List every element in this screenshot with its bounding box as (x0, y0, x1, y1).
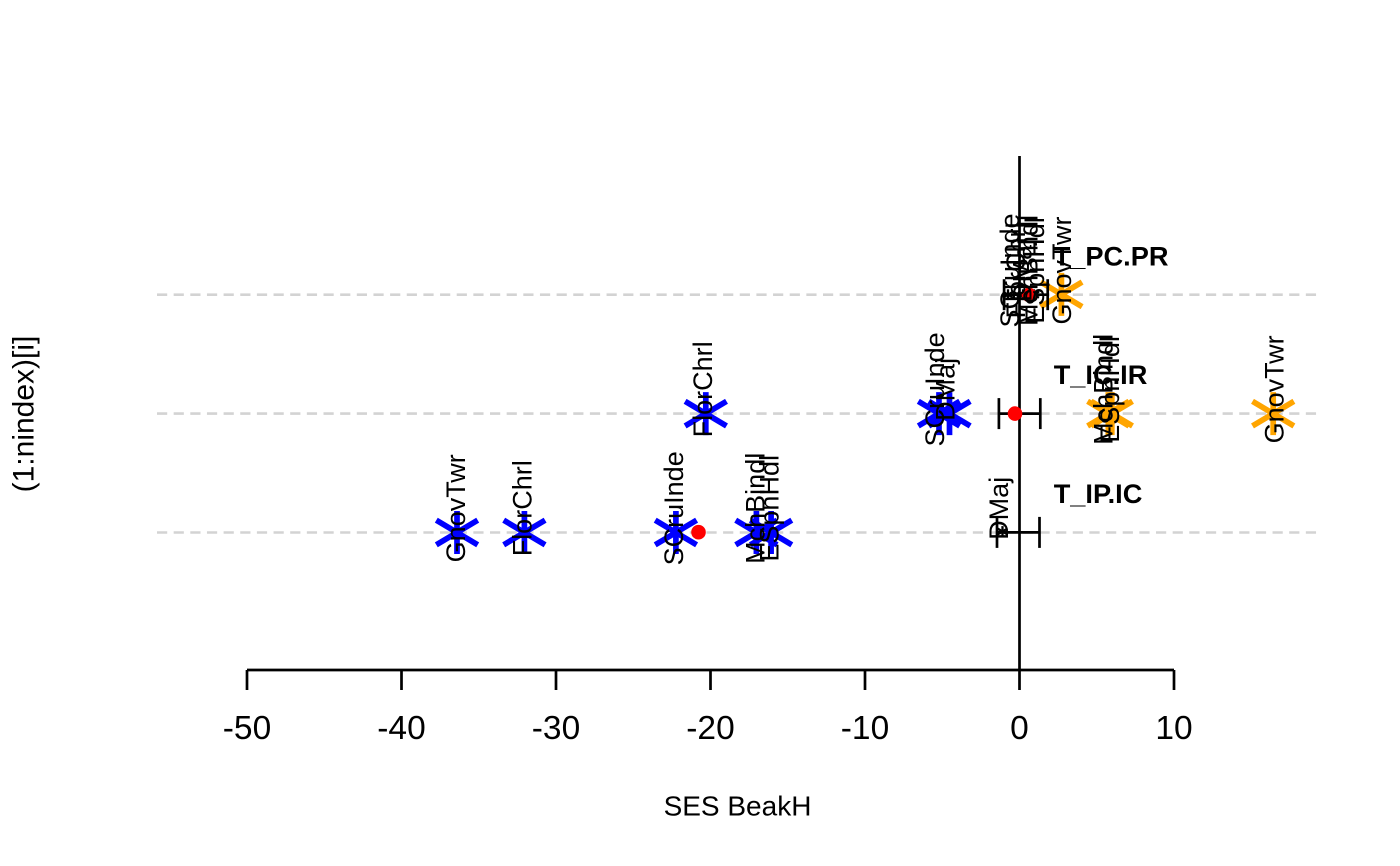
svg-text:GnovTwr: GnovTwr (441, 454, 471, 562)
svg-text:GnovTwr: GnovTwr (1259, 335, 1289, 443)
svg-text:MchBindl: MchBindl (740, 453, 770, 564)
svg-text:T_IC.IR: T_IC.IR (1054, 359, 1148, 390)
svg-text:-30: -30 (532, 710, 580, 747)
svg-text:DMaj: DMaj (984, 477, 1014, 540)
svg-text:T_IP.IC: T_IP.IC (1054, 478, 1143, 509)
svg-text:-50: -50 (223, 710, 271, 747)
svg-text:SCruInde: SCruInde (920, 332, 950, 446)
svg-text:T_PC.PR: T_PC.PR (1054, 241, 1169, 272)
svg-text:(1:nindex)[i]: (1:nindex)[i] (8, 336, 41, 493)
svg-text:ESpnHdl: ESpnHdl (1020, 217, 1050, 324)
svg-text:SCruInde: SCruInde (659, 451, 689, 565)
svg-text:MchBindl: MchBindl (1013, 215, 1043, 326)
svg-text:MchBindl: MchBindl (1088, 334, 1118, 445)
svg-text:FlorChrl: FlorChrl (1001, 222, 1031, 318)
svg-text:0: 0 (1010, 710, 1029, 747)
svg-text:ESpnHdl: ESpnHdl (754, 455, 784, 562)
svg-text:GnovTwr: GnovTwr (1047, 216, 1077, 324)
svg-text:SCruInde: SCruInde (995, 213, 1025, 327)
svg-text:FlorChrl: FlorChrl (507, 460, 537, 556)
svg-text:DMaj: DMaj (1007, 239, 1037, 302)
svg-text:DMaj: DMaj (930, 358, 960, 421)
svg-text:10: 10 (1155, 710, 1192, 747)
svg-text:SES BeakH: SES BeakH (664, 791, 812, 822)
svg-text:-40: -40 (377, 710, 425, 747)
svg-text:-10: -10 (841, 710, 889, 747)
svg-text:ESpnHdl: ESpnHdl (1095, 336, 1125, 443)
svg-text:-20: -20 (686, 710, 734, 747)
svg-text:FlorChrl: FlorChrl (688, 341, 718, 437)
